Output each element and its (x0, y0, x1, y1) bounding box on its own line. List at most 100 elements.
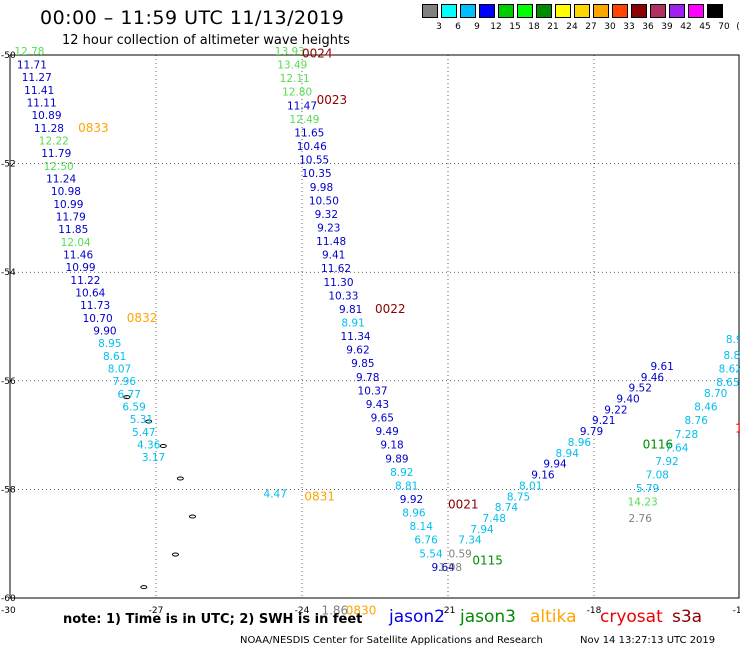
jason2-value-point: 6.76 (414, 535, 438, 547)
jason2-value-point: 10.64 (75, 288, 105, 300)
jason3-value-point: 9.94 (543, 459, 567, 471)
jason2-value-point: 12.50 (44, 161, 74, 173)
jason3-value-point: 5.79 (636, 483, 659, 495)
colorbar-swatch (669, 4, 685, 18)
jason2-value-point: 8.14 (410, 521, 434, 533)
jason3-value-point: 9.22 (604, 404, 627, 416)
colorbar-label: 33 (623, 22, 635, 32)
jason2-value-point: 8.95 (98, 338, 121, 350)
colorbar-swatch (517, 4, 533, 18)
jason2-value-point: 11.30 (323, 277, 353, 289)
pass-time-label: 0116 (643, 438, 674, 452)
jason2-value-point: 12.04 (61, 237, 91, 249)
jason2-value-point: 9.64 (431, 562, 455, 574)
pass-time-label: 0833 (78, 121, 109, 135)
jason2-value-point: 10.35 (302, 168, 332, 180)
pass-time-label: 0024 (302, 47, 333, 61)
pass-time-label: 0021 (448, 497, 479, 511)
jason2-value-point: 11.73 (80, 300, 110, 312)
jason2-value-point: 9.81 (339, 304, 362, 316)
chart-title: 00:00 – 11:59 UTC 11/13/2019 (40, 7, 345, 29)
jason2-value-point: 6.77 (118, 389, 141, 401)
jason2-value-point: 9.92 (400, 494, 423, 506)
plot-frame (9, 54, 740, 599)
y-tick-label: -50 (1, 51, 16, 61)
jason2-value-point: 10.55 (299, 155, 329, 167)
island-outline (140, 585, 148, 590)
jason2-value-point: 7.96 (113, 376, 137, 388)
island-outline (189, 514, 196, 519)
colorbar-swatch (650, 4, 666, 18)
colorbar-label: 36 (642, 22, 654, 32)
timestamp-text: Nov 14 13:27:13 UTC 2019 (580, 635, 716, 646)
jason2-value-point: 12.49 (289, 114, 319, 126)
colorbar-swatch (441, 4, 457, 18)
jason3-value-point: 0.59 (448, 548, 471, 560)
jason3-value-point: 9.16 (531, 470, 555, 482)
jason3-value-point: 7.92 (655, 456, 678, 468)
jason2-value-point: 11.79 (41, 148, 71, 160)
y-tick-label: -58 (1, 485, 16, 495)
jason2-value-point: 10.89 (31, 110, 61, 122)
jason2-value-point: 8.07 (108, 364, 131, 376)
y-tick-label: -52 (1, 160, 16, 170)
jason2-value-point: 10.46 (297, 141, 327, 153)
colorbar-label: 6 (455, 22, 461, 32)
jason2-value-point: 9.90 (93, 326, 116, 338)
jason3-value-point: 9.40 (616, 394, 639, 406)
jason3-value-point: 8.65 (716, 377, 739, 389)
colorbar-swatch (707, 4, 723, 18)
jason2-value-point: 4.36 (137, 440, 161, 452)
pass-time-label: 0115 (472, 553, 503, 567)
jason3-value-point: 8.46 (694, 402, 718, 414)
jason3-value-point: 7.64 (665, 442, 689, 454)
jason2-value-point: 11.46 (63, 250, 93, 262)
jason3-value-point: 7.28 (675, 429, 698, 441)
jason3-value-point: 7.08 (646, 470, 669, 482)
colorbar-label: 3 (436, 22, 442, 32)
colorbar-label: 12 (490, 22, 502, 32)
jason3-value-point: 8.74 (495, 502, 519, 514)
pass-time-label: 0832 (127, 311, 158, 325)
jason2-value-point: 11.28 (34, 123, 64, 135)
colorbar-label: 21 (547, 22, 559, 32)
jason3-value-point: 8.75 (507, 491, 530, 503)
colorbar-label: 70 (718, 22, 730, 32)
grid-lines (9, 54, 740, 599)
jason2-value-point: 8.61 (103, 351, 126, 363)
colorbar-swatch (574, 4, 590, 18)
colorbar-swatch (593, 4, 609, 18)
colorbar-label: 27 (585, 22, 597, 32)
jason3-value-point: 9.52 (629, 383, 652, 395)
colorbar-label: 9 (474, 22, 480, 32)
jason2-value-point: 12.80 (282, 87, 312, 99)
jason2-value-point: 8.91 (341, 318, 364, 330)
jason2-value-point: 9.49 (375, 426, 398, 438)
jason2-value-point: 5.54 (419, 548, 443, 560)
jason2-value-point: 11.71 (17, 60, 47, 72)
jason2-value-point: 12.22 (39, 136, 69, 148)
jason2-value-point: 11.22 (70, 275, 100, 287)
x-tick-label: -18 (587, 606, 602, 616)
jason3-value-point: 8.76 (685, 415, 709, 427)
colorbar-unit: (ft) (736, 22, 740, 32)
jason3-value-point: 1.98 (439, 562, 462, 574)
jason2-value-point: 13.49 (277, 60, 307, 72)
colorbar-swatch (612, 4, 628, 18)
jason2-value-point: 9.62 (346, 345, 369, 357)
jason3-value-point: 8.70 (704, 388, 727, 400)
jason2-value-point: 9.18 (380, 440, 403, 452)
island-outline (123, 395, 131, 400)
jason3-value-point: 8.94 (556, 448, 580, 460)
jason2-value-point: 11.24 (46, 174, 76, 186)
island-outline (145, 419, 153, 424)
satellite-legend-jason2: jason2 (389, 607, 445, 627)
pass-time-label: 0022 (375, 302, 406, 316)
jason2-value-point: 8.81 (395, 480, 418, 492)
colorbar-swatch (479, 4, 495, 18)
axis-tick-labels: -27 -24 -21 -18 -15 -50 -52 -54 -56 -58 -60 -30 (1, 51, 740, 616)
x-tick-label: -24 (295, 606, 310, 616)
colorbar-swatch (555, 4, 571, 18)
jason2-value-point: 11.27 (22, 72, 52, 84)
jason3-value-point: 8.62 (719, 364, 740, 376)
